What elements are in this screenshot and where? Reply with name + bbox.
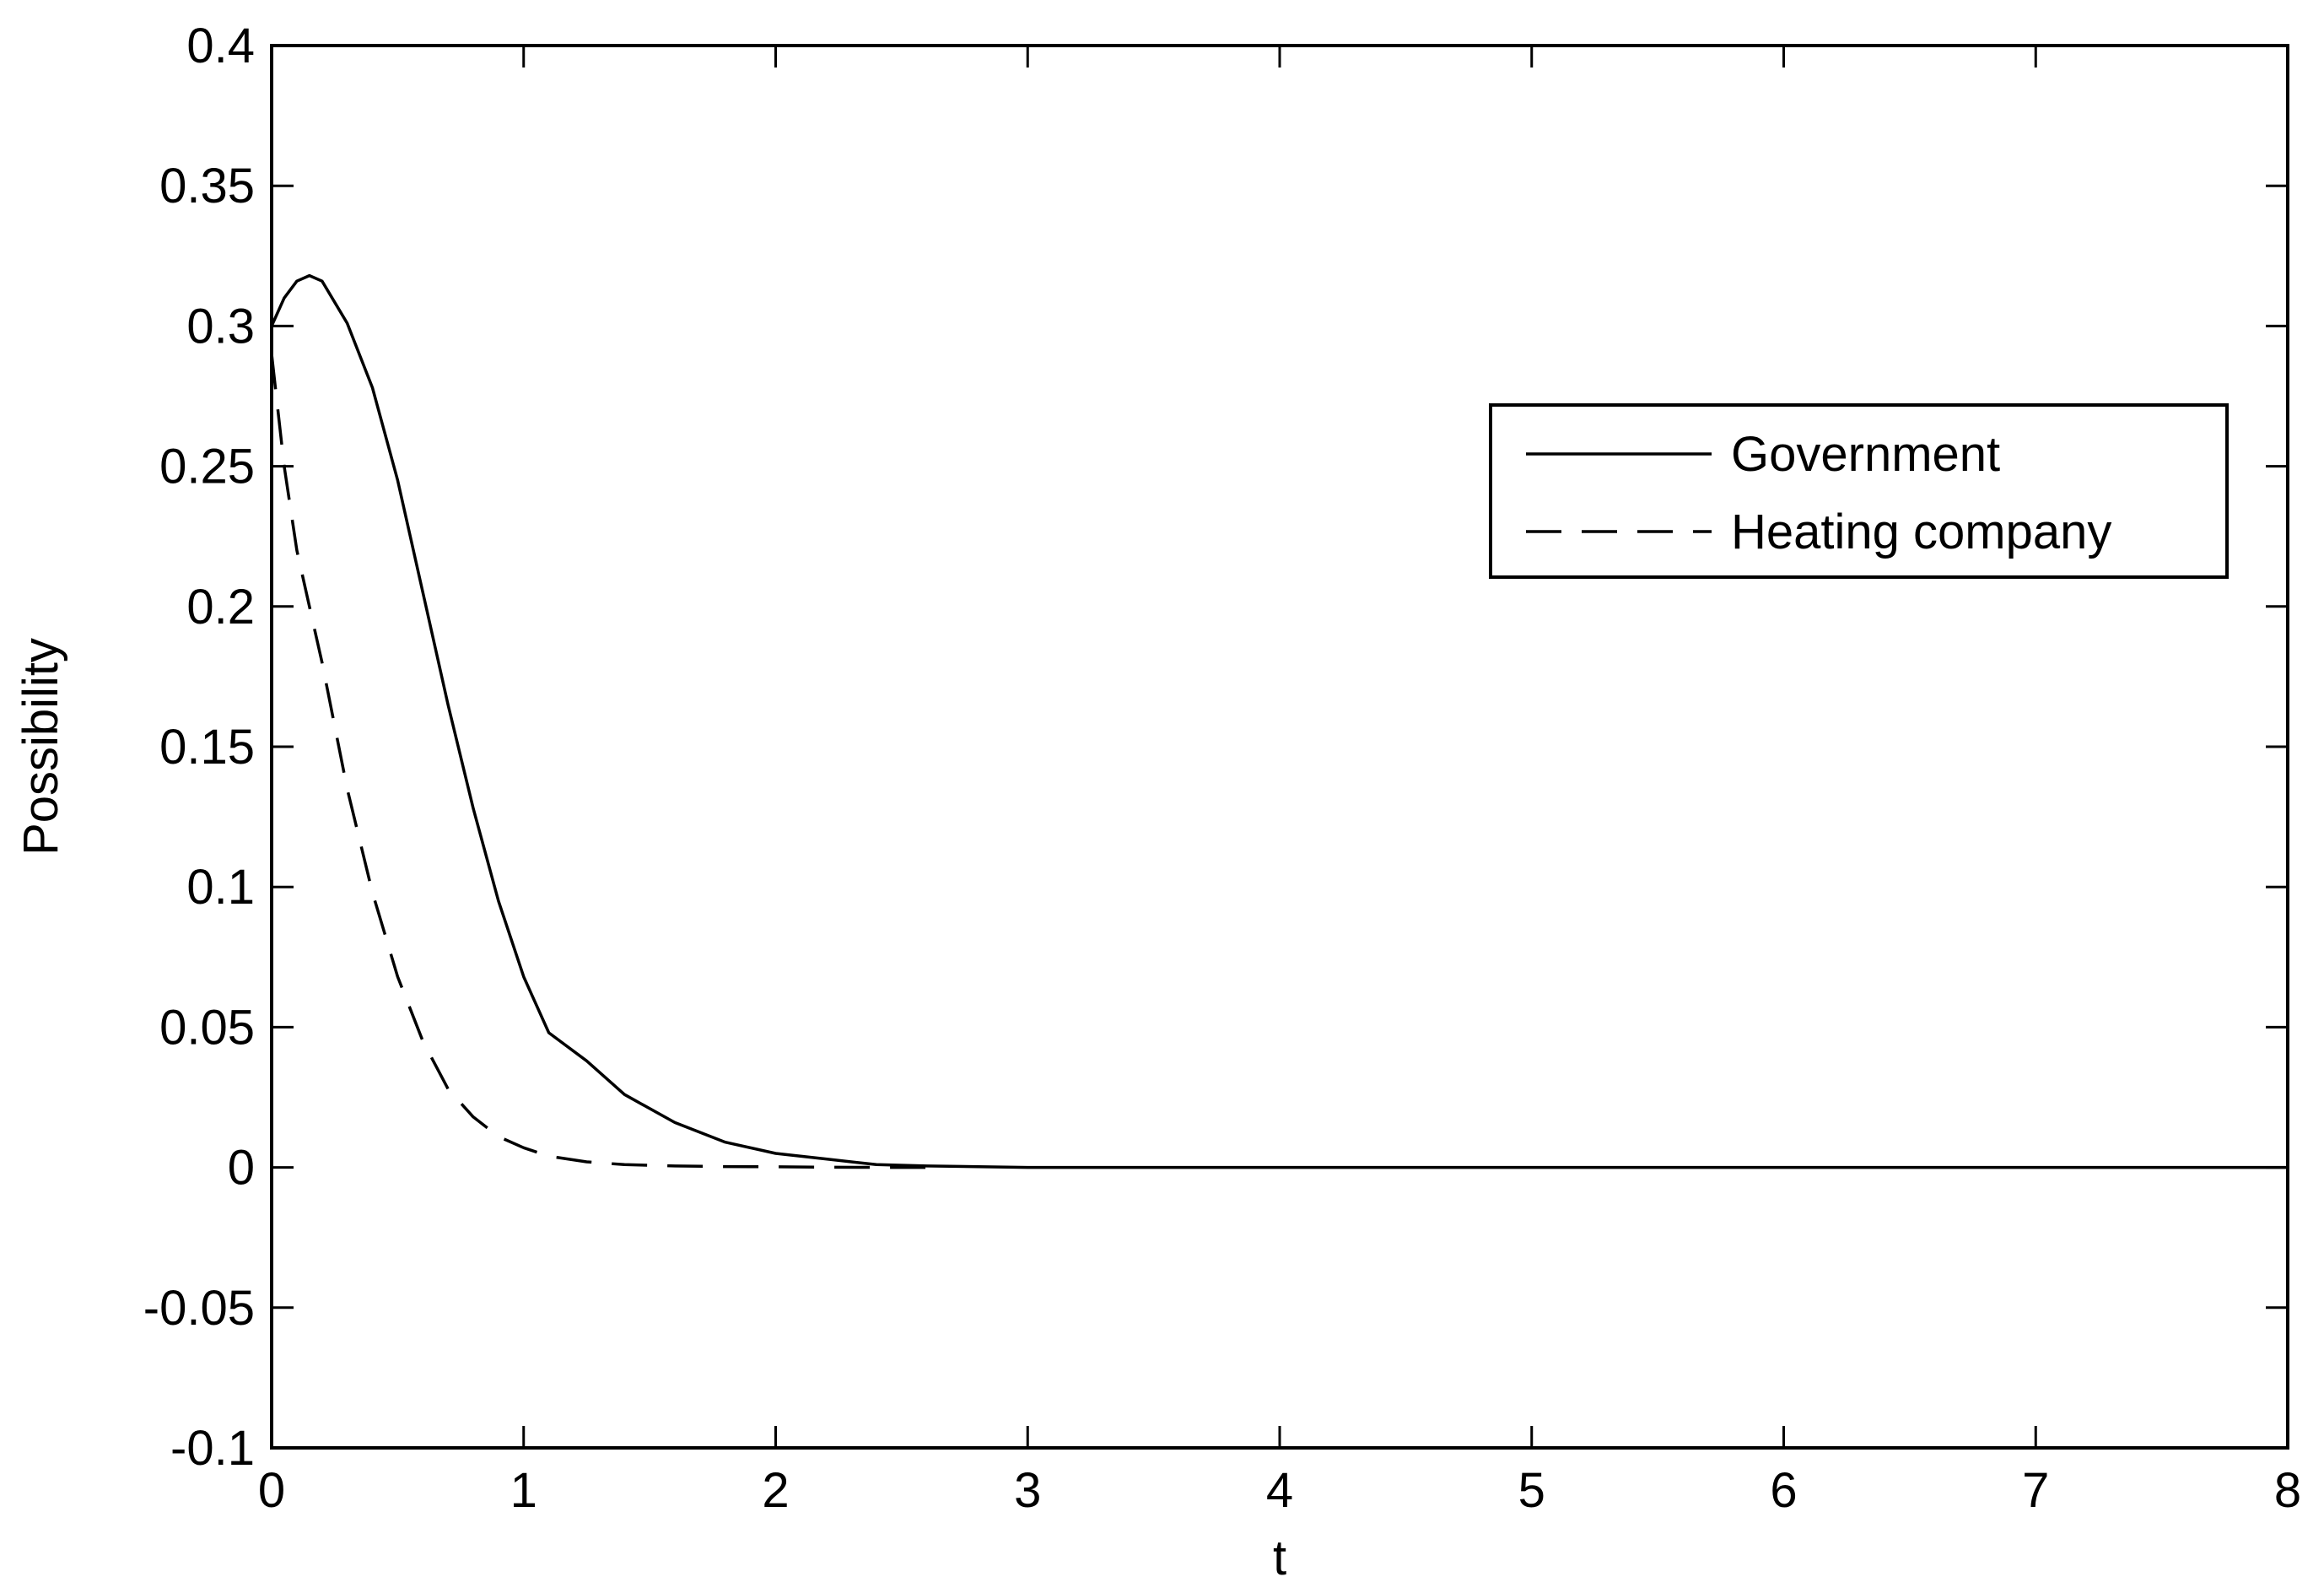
- y-tick-label: -0.05: [143, 1281, 255, 1336]
- series-layer: [270, 273, 2288, 1169]
- y-tick-label: 0.35: [159, 159, 255, 213]
- x-tick-label: 1: [510, 1463, 537, 1518]
- x-tick-label: 3: [1014, 1463, 1041, 1518]
- plot-frame: [270, 44, 2289, 1450]
- legend: Government Heating company: [1489, 403, 2229, 579]
- x-tick-label: 7: [2022, 1463, 2049, 1518]
- y-tick-label: 0.3: [186, 299, 255, 354]
- y-tick-label: 0: [228, 1141, 255, 1196]
- y-tick-label: -0.1: [170, 1421, 255, 1476]
- x-tick-label: 4: [1266, 1463, 1293, 1518]
- y-axis-label: Possibility: [13, 638, 68, 856]
- y-tick-label: 0.1: [186, 860, 255, 915]
- y-tick-label: 0.25: [159, 440, 255, 494]
- legend-entry-label: Heating company: [1731, 505, 2111, 559]
- y-tick-label: 0.4: [186, 19, 255, 73]
- x-tick-label: 2: [762, 1463, 789, 1518]
- y-tick-label: 0.15: [159, 720, 255, 775]
- ticks-layer: 0 1 2 3 4 5 6 7 8 -0.1 -0.05 0 0.05 0.1 0.15 0.2 0.25 0.3…: [143, 19, 2301, 1518]
- legend-entry-label: Government: [1731, 427, 2000, 482]
- x-tick-label: 0: [258, 1463, 285, 1518]
- y-tick-label: 0.05: [159, 1000, 255, 1055]
- series-heating-company-line: [270, 354, 927, 1169]
- series-government-line: [270, 273, 2288, 1169]
- x-tick-label: 8: [2274, 1463, 2301, 1518]
- legend-box: [1489, 403, 2229, 579]
- x-tick-label: 5: [1518, 1463, 1545, 1518]
- x-axis-label: t: [1273, 1531, 1286, 1585]
- y-tick-label: 0.2: [186, 580, 255, 634]
- x-tick-label: 6: [1770, 1463, 1797, 1518]
